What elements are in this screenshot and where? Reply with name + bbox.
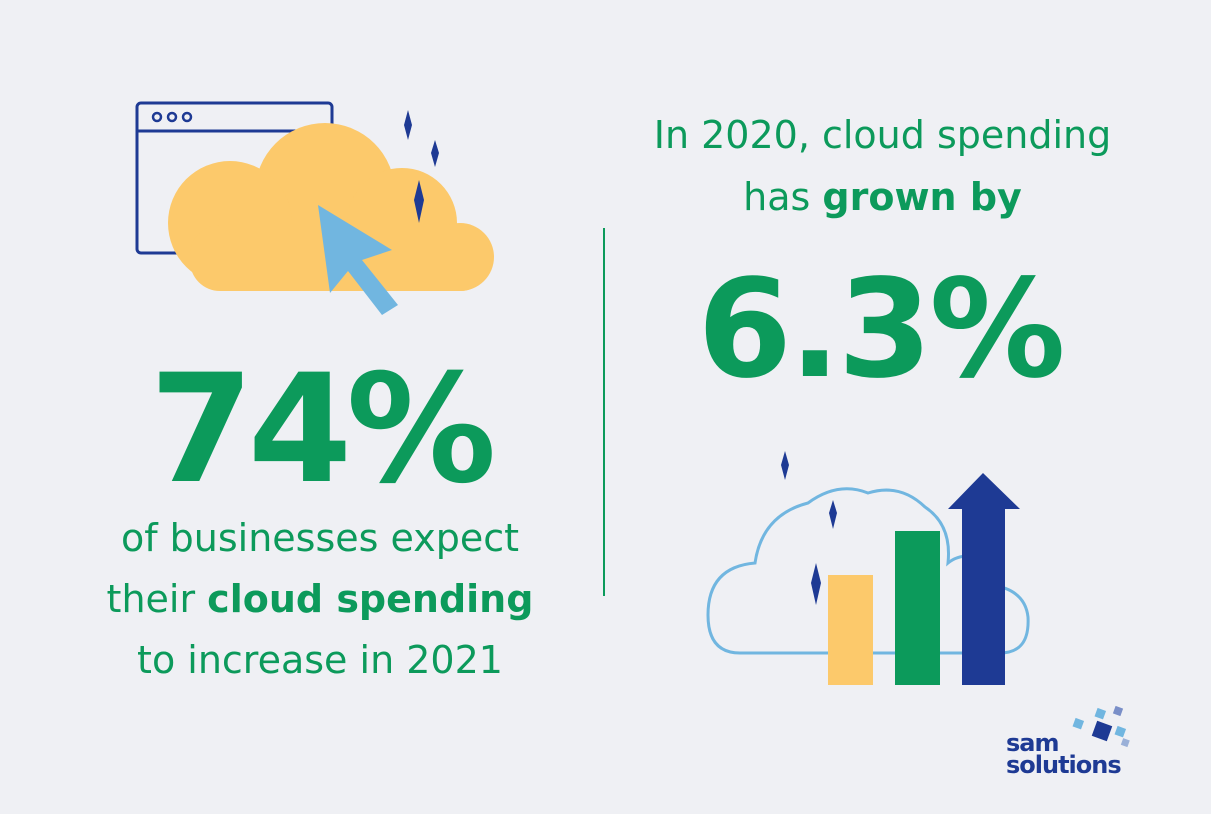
left-caption: of businesses expect their cloud spendin… <box>85 508 555 691</box>
browser-cloud-cursor-icon <box>135 101 494 315</box>
left-caption-line2-pre: their <box>106 577 208 621</box>
right-intro-line2-pre: has <box>743 175 823 219</box>
right-intro-line1: In 2020, cloud spending <box>653 113 1112 157</box>
left-big-stat: 74% <box>149 343 496 517</box>
left-caption-line2-bold: cloud spending <box>207 577 534 621</box>
right-intro-line2: has grown by <box>630 166 1135 228</box>
right-intro-line2-bold: grown by <box>822 175 1022 219</box>
left-caption-line2: their cloud spending <box>85 569 555 630</box>
cloud-growth-bars-icon <box>706 451 1030 685</box>
squares-mark-icon <box>1072 705 1130 748</box>
logo-line1: sam <box>1006 729 1059 757</box>
right-big-stat: 6.3% <box>697 251 1065 409</box>
logo-line2: solutions <box>1006 751 1122 779</box>
divider <box>603 228 605 596</box>
left-caption-line3: to increase in 2021 <box>137 638 503 682</box>
right-intro: In 2020, cloud spending has grown by <box>630 104 1135 228</box>
sam-solutions-logo: sam solutions <box>1006 705 1171 783</box>
left-caption-line1: of businesses expect <box>120 516 520 560</box>
